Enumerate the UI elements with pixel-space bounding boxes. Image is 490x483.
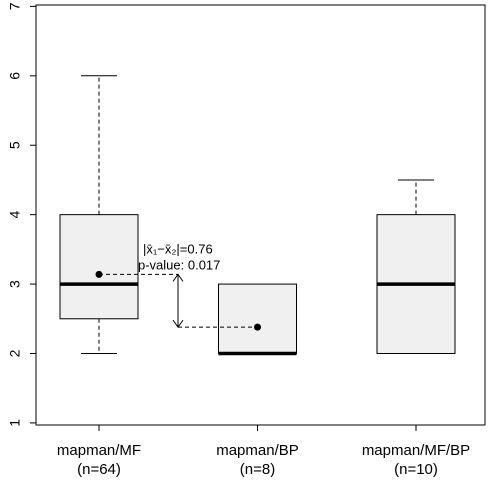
mean-point xyxy=(95,270,103,278)
category-label: mapman/MF/BP xyxy=(362,442,470,459)
arrow-head xyxy=(172,319,184,328)
box xyxy=(59,214,139,320)
category-label: mapman/BP xyxy=(216,442,299,459)
y-tick-label: 5 xyxy=(7,141,23,149)
difference-label: |x̄₁−x̄₂|=0.76 xyxy=(143,241,213,256)
sample-size-label: (n=8) xyxy=(240,461,275,478)
y-tick-label: 7 xyxy=(7,2,23,10)
box xyxy=(218,283,297,354)
p-value-label: p-value: 0.017 xyxy=(138,257,220,272)
y-tick-label: 1 xyxy=(7,419,23,427)
sample-size-label: (n=64) xyxy=(77,461,121,478)
y-tick-label: 6 xyxy=(7,72,23,80)
y-tick-label: 4 xyxy=(7,211,23,219)
y-tick-label: 3 xyxy=(7,280,23,288)
arrow-head xyxy=(172,273,184,282)
mean-point xyxy=(254,323,261,331)
category-label: mapman/MF xyxy=(57,442,141,459)
y-tick-label: 2 xyxy=(7,349,23,357)
sample-size-label: (n=10) xyxy=(394,461,438,478)
